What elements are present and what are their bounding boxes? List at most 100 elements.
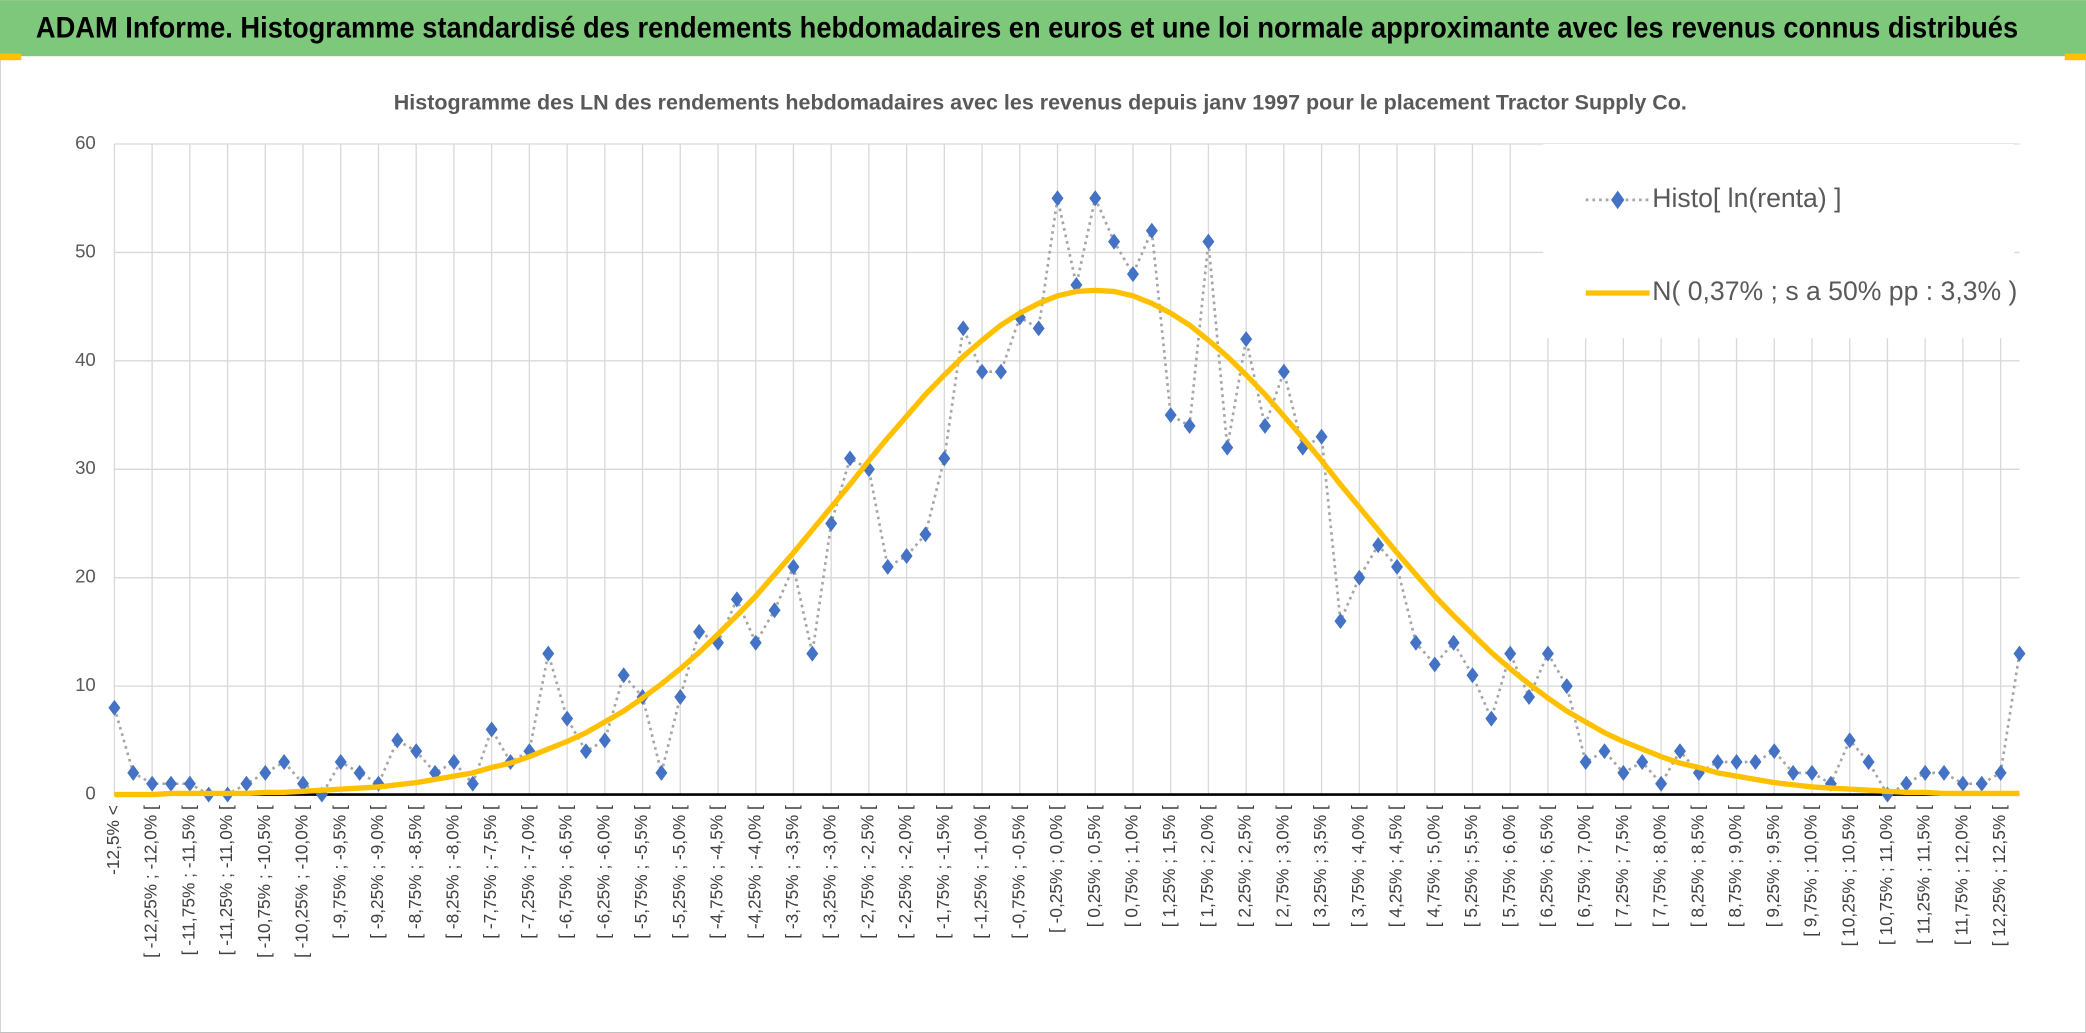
x-tick-label: [ 5,75% ; 6,0% [ xyxy=(1499,805,1519,927)
x-tick-label: [ 5,25% ; 5,5% [ xyxy=(1461,805,1481,927)
x-tick-label: [ -1,25% ; -1,0% [ xyxy=(971,805,991,939)
x-tick-label: [ 10,25% ; 10,5% [ xyxy=(1838,805,1858,946)
data-point xyxy=(1428,656,1441,673)
data-point xyxy=(240,775,253,792)
x-tick-label: [ -10,75% ; -10,5% [ xyxy=(254,805,274,958)
legend-label: Histo[ ln(renta) ] xyxy=(1652,183,1841,213)
x-tick-label: [ -9,25% ; -9,0% [ xyxy=(367,805,387,939)
corner-mark xyxy=(2064,53,2086,61)
data-point xyxy=(1447,634,1460,651)
data-point xyxy=(1711,754,1724,770)
data-point xyxy=(1560,678,1573,695)
data-point xyxy=(730,591,743,608)
data-point xyxy=(1749,754,1762,770)
x-tick-label: [ -2,75% ; -2,5% [ xyxy=(857,805,877,939)
x-tick-label: [ 2,25% ; 2,5% [ xyxy=(1235,805,1255,927)
data-point xyxy=(1051,190,1064,207)
data-point xyxy=(1900,775,1913,792)
data-point xyxy=(1353,569,1366,586)
x-tick-label: [ 3,25% ; 3,5% [ xyxy=(1310,805,1330,927)
x-tick-label: [ 9,25% ; 9,5% [ xyxy=(1763,805,1783,927)
x-tick-label: [ 4,75% ; 5,0% [ xyxy=(1423,805,1443,927)
x-tick-label: [ 1,25% ; 1,5% [ xyxy=(1159,805,1179,927)
x-tick-label: [ -0,75% ; -0,5% [ xyxy=(1008,805,1028,939)
x-tick-label: [ 6,25% ; 6,5% [ xyxy=(1536,805,1556,927)
x-tick-label: [ 2,75% ; 3,0% [ xyxy=(1272,805,1292,927)
x-tick-label: [ -9,75% ; -9,5% [ xyxy=(329,805,349,939)
data-point xyxy=(1126,266,1139,283)
data-point xyxy=(1334,613,1347,630)
data-point xyxy=(1787,764,1800,781)
data-point xyxy=(1994,764,2007,781)
x-tick-label: [ -12,25% ; -12,0% [ xyxy=(141,805,161,958)
x-tick-label: -12,5% < xyxy=(103,805,123,875)
data-point xyxy=(919,526,932,543)
x-tick-label: [ -3,75% ; -3,5% [ xyxy=(782,805,802,939)
data-point xyxy=(1806,764,1818,781)
chart-title: Histogramme des LN des rendements hebdom… xyxy=(394,91,1687,115)
data-point xyxy=(1164,407,1177,424)
data-point xyxy=(579,743,592,760)
data-point xyxy=(1315,428,1328,445)
data-point xyxy=(938,450,951,467)
data-point xyxy=(674,688,687,705)
data-point xyxy=(1108,233,1121,250)
y-tick-label: 10 xyxy=(75,674,96,695)
data-point xyxy=(1372,537,1385,554)
data-point xyxy=(391,732,404,749)
x-tick-label: [ 6,75% ; 7,0% [ xyxy=(1574,805,1594,927)
data-point xyxy=(825,515,838,532)
x-tick-label: [ -10,25% ; -10,0% [ xyxy=(292,805,312,958)
x-tick-label: [ -5,25% ; -5,0% [ xyxy=(669,805,689,939)
data-point xyxy=(1485,710,1498,727)
series-line xyxy=(114,287,2020,798)
data-point xyxy=(1843,732,1856,749)
data-point xyxy=(844,450,857,467)
data-point xyxy=(1579,754,1592,770)
y-tick-label: 60 xyxy=(75,132,96,153)
data-point xyxy=(1391,558,1404,575)
x-tick-label: [ 4,25% ; 4,5% [ xyxy=(1386,805,1406,927)
data-point xyxy=(1409,634,1422,651)
data-point xyxy=(1523,688,1536,705)
data-point xyxy=(259,764,272,781)
data-point xyxy=(1655,775,1668,792)
y-tick-label: 50 xyxy=(75,240,96,261)
data-point xyxy=(334,754,347,770)
header-title: ADAM Informe. Histogramme standardisé de… xyxy=(36,12,2018,44)
x-tick-label: [ 3,75% ; 4,0% [ xyxy=(1348,805,1368,927)
data-point xyxy=(1636,754,1649,770)
data-point xyxy=(2013,645,2026,662)
x-tick-label: [ -7,25% ; -7,0% [ xyxy=(518,805,538,939)
data-point xyxy=(787,558,800,575)
x-tick-label: [ -6,25% ; -6,0% [ xyxy=(593,805,613,939)
x-tick-label: [ 0,25% ; 0,5% [ xyxy=(1084,805,1104,927)
data-point xyxy=(146,775,159,792)
x-tick-label: [ -8,25% ; -8,0% [ xyxy=(442,805,462,939)
data-point xyxy=(1259,417,1271,434)
data-point xyxy=(693,623,706,640)
x-tick-label: [ -1,75% ; -1,5% [ xyxy=(933,805,953,939)
x-tick-label: [ -11,75% ; -11,5% [ xyxy=(178,805,198,955)
x-tick-label: [ 9,75% ; 10,0% [ xyxy=(1801,805,1821,937)
corner-mark xyxy=(0,53,22,61)
legend-box xyxy=(1543,144,2015,339)
x-tick-label: [ -4,25% ; -4,0% [ xyxy=(744,805,764,939)
data-point xyxy=(485,721,498,738)
x-tick-label: [ -11,25% ; -11,0% [ xyxy=(216,805,236,955)
data-point xyxy=(108,699,121,716)
x-tick-label: [ 0,75% ; 1,0% [ xyxy=(1122,805,1142,927)
x-tick-label: [ 8,25% ; 8,5% [ xyxy=(1687,805,1707,927)
x-tick-label: [ -4,75% ; -4,5% [ xyxy=(707,805,727,939)
x-tick-label: [ -7,75% ; -7,5% [ xyxy=(480,805,500,939)
data-point xyxy=(1541,645,1554,662)
data-point xyxy=(353,764,366,781)
x-tick-label: [ 7,25% ; 7,5% [ xyxy=(1612,805,1632,927)
x-tick-label: [ 8,75% ; 9,0% [ xyxy=(1725,805,1745,927)
header-bar xyxy=(0,0,2086,57)
data-point xyxy=(1466,667,1479,684)
data-point xyxy=(1768,743,1781,760)
x-tick-label: [ 11,75% ; 12,0% [ xyxy=(1951,805,1971,945)
